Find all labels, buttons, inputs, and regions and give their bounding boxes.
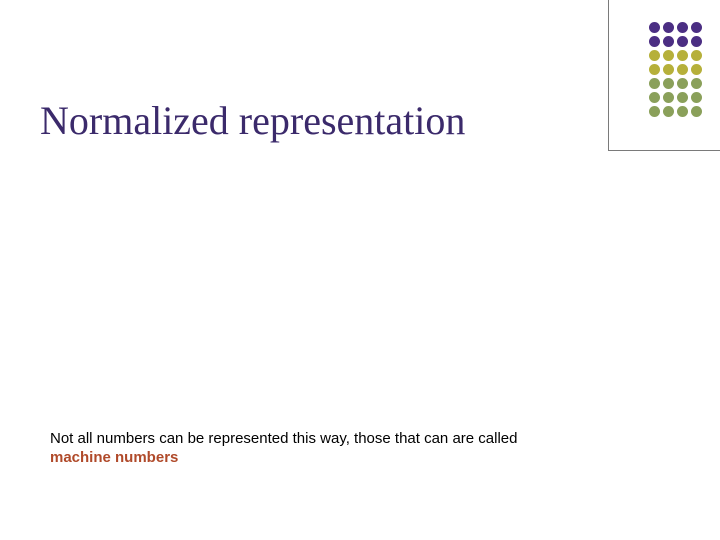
- slide-title: Normalized representation: [40, 97, 465, 144]
- decor-horizontal-line: [608, 150, 720, 151]
- decor-dot: [663, 106, 674, 117]
- decor-dot: [691, 106, 702, 117]
- decor-dot: [649, 92, 660, 103]
- decor-dot: [663, 36, 674, 47]
- decor-dot: [649, 50, 660, 61]
- decor-dot: [691, 36, 702, 47]
- decor-dot: [677, 106, 688, 117]
- decor-dot: [677, 36, 688, 47]
- decor-dot: [663, 50, 674, 61]
- slide: Normalized representation Not all number…: [0, 0, 720, 540]
- decor-dot: [677, 50, 688, 61]
- decor-dot: [691, 92, 702, 103]
- decor-dot: [691, 78, 702, 89]
- decor-dot: [663, 78, 674, 89]
- decor-dot: [677, 64, 688, 75]
- decor-dot: [663, 64, 674, 75]
- decor-dot: [663, 92, 674, 103]
- decor-dot: [649, 22, 660, 33]
- decor-dot: [649, 78, 660, 89]
- body-text: Not all numbers can be represented this …: [50, 430, 640, 468]
- decor-dot: [691, 22, 702, 33]
- body-line1: Not all numbers can be represented this …: [50, 430, 517, 447]
- decor-vertical-line: [608, 0, 609, 150]
- decor-dot: [691, 50, 702, 61]
- decor-dot: [649, 36, 660, 47]
- decor-dot: [649, 106, 660, 117]
- body-emphasis: machine numbers: [50, 449, 178, 466]
- decor-dot-grid: [649, 22, 702, 117]
- decor-dot: [663, 22, 674, 33]
- decor-dot: [677, 22, 688, 33]
- decor-dot: [649, 64, 660, 75]
- decor-dot: [691, 64, 702, 75]
- decor-dot: [677, 92, 688, 103]
- decor-dot: [677, 78, 688, 89]
